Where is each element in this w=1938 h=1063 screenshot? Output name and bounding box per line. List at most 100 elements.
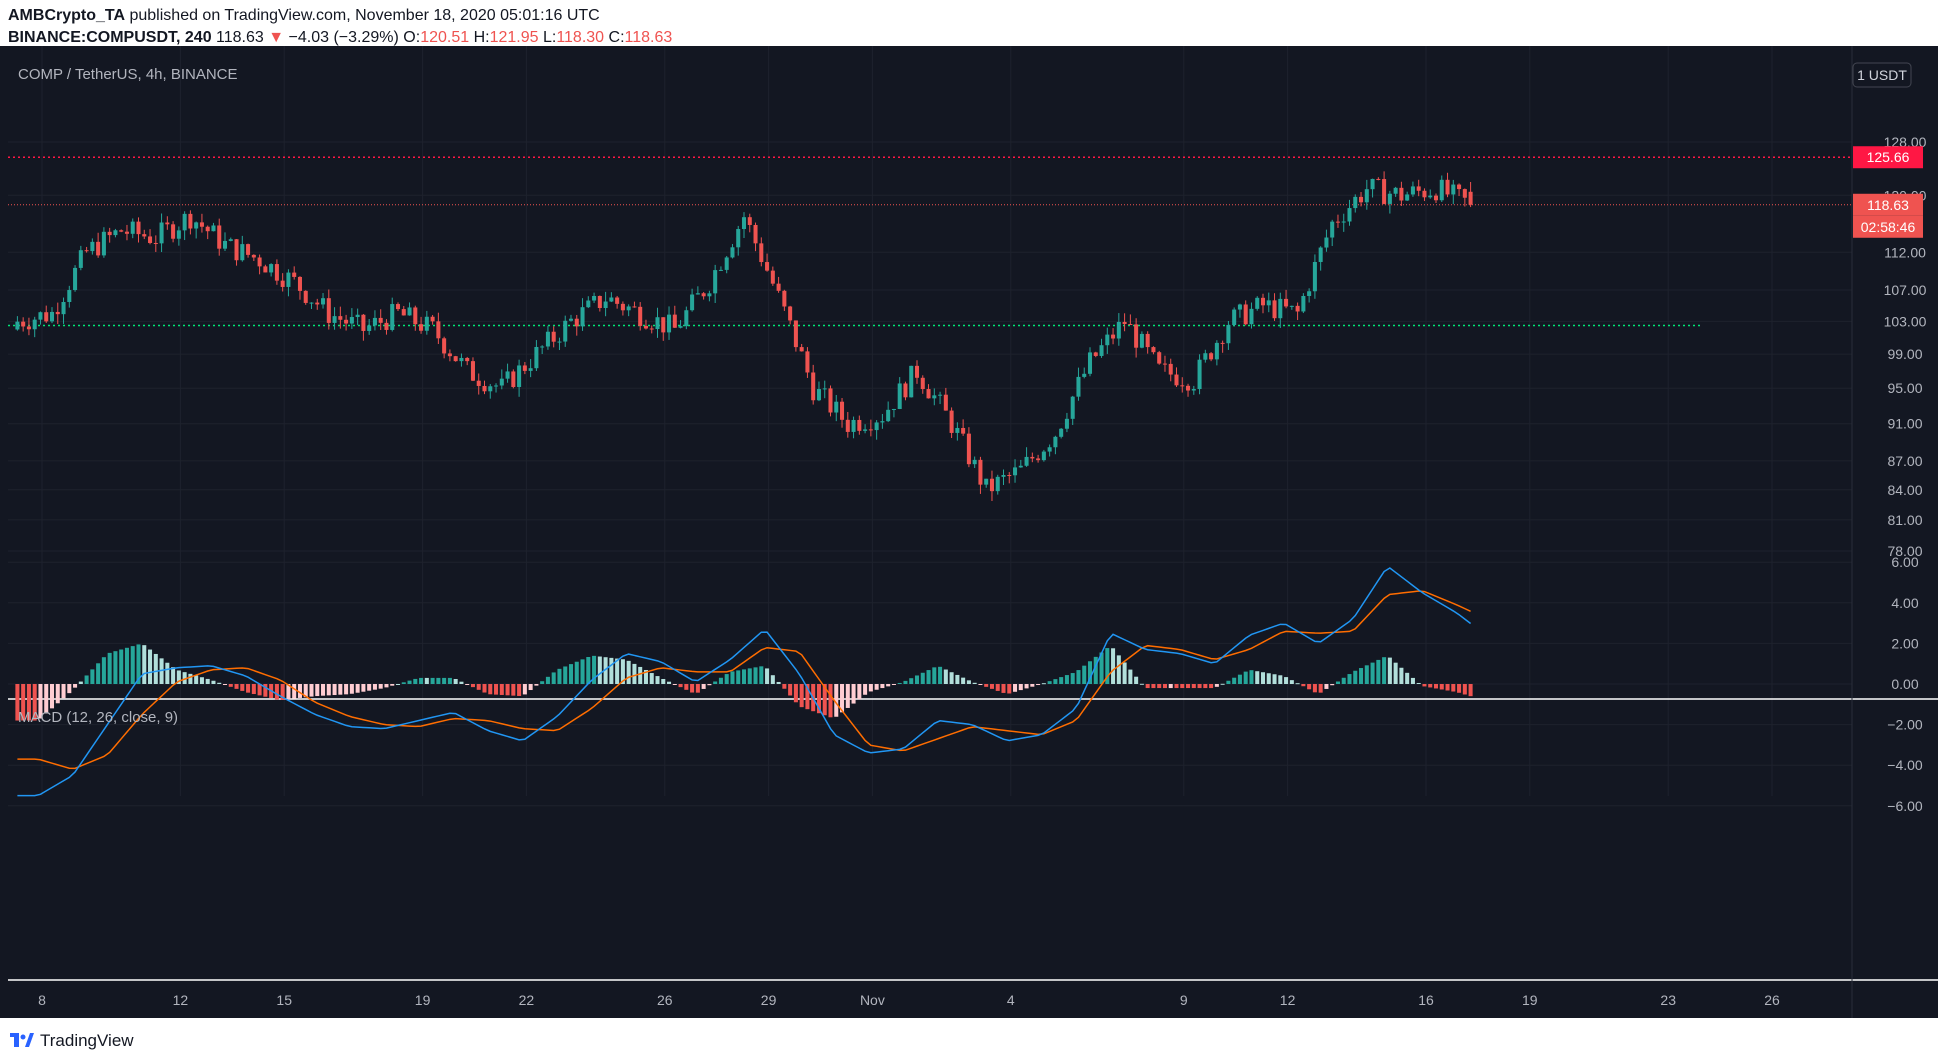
macd-histogram-bar [142,645,147,684]
candle-body [534,346,539,369]
candle [361,314,366,341]
macd-histogram-bar [1174,684,1179,689]
candle-body [1237,304,1242,310]
candle-body [1260,297,1266,306]
candle [1053,435,1058,455]
candle [718,266,723,271]
candle-body [989,478,994,492]
candle [44,305,49,323]
macd-histogram-bar [32,684,37,721]
macd-histogram-bar [1007,684,1012,694]
candle [620,301,625,316]
candle-body [44,312,49,322]
macd-histogram-bar [424,677,429,684]
candle-body [718,269,723,271]
macd-tick-label: 0.00 [1891,676,1918,692]
macd-histogram-bar [609,657,614,684]
candle [736,225,741,256]
macd-histogram-bar [545,676,550,684]
time-tick-label: 12 [1280,992,1296,1008]
candle [436,312,441,344]
candle-body [1243,304,1248,325]
candle [344,314,349,331]
candle [695,286,700,295]
macd-histogram-bar [119,649,124,684]
candle [868,419,873,437]
candle-body [770,270,775,284]
candle [286,269,291,297]
candle-body [874,422,879,431]
candle [1082,367,1087,379]
candle [1387,190,1392,214]
candle [1468,181,1473,208]
candle [153,235,158,252]
macd-histogram-bar [580,659,585,684]
chart-area[interactable]: 128.00 12 0.00 112.00 107.00 103.00 99.00 95.00… [0,46,1938,1018]
candle [857,415,862,435]
candle [182,211,187,241]
macd-histogram-bar [840,684,845,713]
candle-body [1128,323,1133,325]
macd-histogram-bar [747,668,752,684]
candle-body [672,314,677,328]
macd-histogram-bar [943,669,948,684]
macd-line [17,567,1472,797]
macd-histogram-bar [107,652,112,684]
macd-histogram-bar [1099,652,1104,684]
candle-body [453,356,458,362]
candle [1439,175,1444,203]
macd-histogram-bar [1364,665,1369,684]
signal-line [17,590,1471,770]
macd-histogram-bar [707,684,712,686]
candle [747,213,752,233]
candle [1134,318,1139,358]
time-tick-label: 23 [1660,992,1676,1008]
candle [603,291,608,317]
author-name[interactable]: AMBCrypto_TA [8,7,126,24]
candle [724,255,729,274]
brand-name[interactable]: TradingView [40,1031,134,1050]
candle-body [67,290,72,302]
macd-histogram-bar [401,682,406,684]
candle [274,259,279,285]
macd-histogram-bar [557,668,562,684]
candle-body [1353,196,1358,209]
candle-body [840,401,845,420]
candle-body [995,476,1000,492]
price-tick-label: 91.00 [1887,416,1922,432]
candle [217,218,222,256]
candle [880,413,885,429]
candle [228,237,233,242]
price-tick-label: 128.00 [1884,134,1927,150]
macd-histogram-bar [153,653,158,684]
candle [557,337,562,351]
candle-body [1301,296,1306,312]
candle [96,232,101,258]
candle-body [96,241,101,256]
macd-histogram-bar [494,684,499,695]
macd-histogram-bar [1220,683,1225,685]
candle [1266,292,1271,313]
candle [938,391,943,405]
macd-histogram-bar [1410,677,1415,684]
resistance-price-tag-bg [1853,146,1923,169]
candle [690,288,695,312]
macd-histogram-bar [1041,683,1046,685]
candle-body [1209,353,1214,360]
candle [811,364,816,405]
candle-body [1030,456,1035,459]
macd-histogram-bar [897,682,902,684]
candle [1237,303,1242,318]
candle-body [1318,247,1323,262]
chart-canvas[interactable]: 128.00 12 0.00 112.00 107.00 103.00 99.00 95.00… [0,46,1938,1018]
candle [148,229,153,245]
macd-histogram-bar [989,684,994,689]
candle [626,304,631,317]
candle-body [592,295,597,301]
macd-histogram-bar [880,684,885,689]
candle [932,388,937,406]
unit-button[interactable] [1852,62,1912,88]
candle-body [182,213,187,231]
candle-body [540,346,545,348]
macd-histogram-bar [113,651,118,684]
